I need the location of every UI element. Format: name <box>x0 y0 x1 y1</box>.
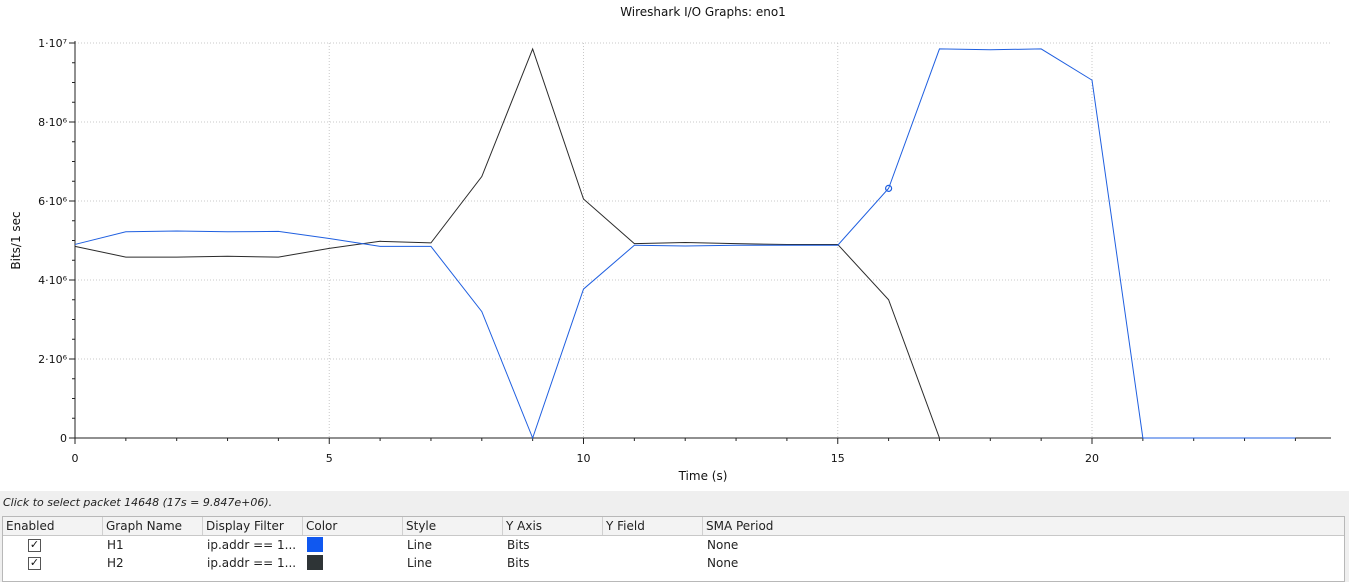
graph-table-header: Enabled Graph Name Display Filter Color … <box>3 517 1344 536</box>
sma-period-cell[interactable]: None <box>707 556 739 570</box>
x-tick-label: 5 <box>326 452 333 465</box>
y-tick-label: 4·10⁶ <box>38 274 67 287</box>
x-tick-label: 15 <box>831 452 845 465</box>
enabled-checkbox[interactable]: ✓ <box>28 556 41 570</box>
header-color[interactable]: Color <box>303 517 403 535</box>
selected-point-marker <box>885 184 893 192</box>
y-axis-label: Bits/1 sec <box>9 211 23 269</box>
header-y-field[interactable]: Y Field <box>603 517 703 535</box>
header-graph-name[interactable]: Graph Name <box>103 517 203 535</box>
io-graph-plot[interactable]: 0 5 10 15 20 0 2·10⁶ 4·10⁶ 6·10⁶ 8·10⁶ 1·10⁷ Wiresh… <box>0 0 1349 491</box>
header-style[interactable]: Style <box>403 517 503 535</box>
enabled-checkbox[interactable]: ✓ <box>28 538 41 552</box>
graph-name-cell[interactable]: H2 <box>107 556 124 570</box>
style-cell[interactable]: Line <box>407 556 433 570</box>
y-tick-label: 6·10⁶ <box>38 195 67 208</box>
chart-title: Wireshark I/O Graphs: eno1 <box>620 5 786 19</box>
graph-table: Enabled Graph Name Display Filter Color … <box>2 516 1345 582</box>
series-line-h1 <box>74 48 1296 440</box>
table-row[interactable]: ✓ H1 ip.addr == 1... Line Bits None <box>3 536 1344 554</box>
y-tick-label: 0 <box>60 432 67 445</box>
header-y-axis[interactable]: Y Axis <box>503 517 603 535</box>
series-line-h2 <box>74 47 1093 439</box>
y-tick-label: 8·10⁶ <box>38 116 67 129</box>
x-tick-label: 20 <box>1085 452 1099 465</box>
display-filter-cell[interactable]: ip.addr == 1... <box>207 538 297 552</box>
table-row[interactable]: ✓ H2 ip.addr == 1... Line Bits None <box>3 554 1344 572</box>
y-axis-cell[interactable]: Bits <box>507 556 530 570</box>
y-tick-label: 1·10⁷ <box>38 37 67 50</box>
x-axis-label: Time (s) <box>678 469 728 483</box>
y-axis-cell[interactable]: Bits <box>507 538 530 552</box>
sma-period-cell[interactable]: None <box>707 538 739 552</box>
x-tick-label: 0 <box>72 452 79 465</box>
graph-name-cell[interactable]: H1 <box>107 538 124 552</box>
header-display-filter[interactable]: Display Filter <box>203 517 303 535</box>
status-message: Click to select packet 14648 (17s = 9.84… <box>3 496 273 509</box>
color-swatch[interactable] <box>307 555 323 570</box>
y-tick-label: 2·10⁶ <box>38 353 67 366</box>
color-swatch[interactable] <box>307 537 323 552</box>
io-graph-chart[interactable]: 0 5 10 15 20 0 2·10⁶ 4·10⁶ 6·10⁶ 8·10⁶ 1·10⁷ Wiresh… <box>0 0 1349 491</box>
header-enabled[interactable]: Enabled <box>3 517 103 535</box>
style-cell[interactable]: Line <box>407 538 433 552</box>
header-sma-period[interactable]: SMA Period <box>706 519 774 533</box>
x-tick-label: 10 <box>577 452 591 465</box>
display-filter-cell[interactable]: ip.addr == 1... <box>207 556 297 570</box>
